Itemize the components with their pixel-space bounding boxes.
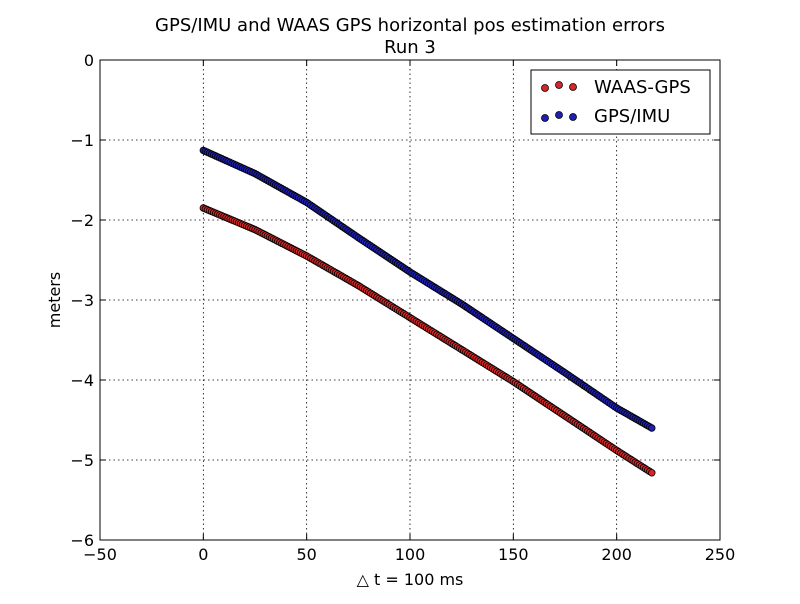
legend-label-gps-imu: GPS/IMU bbox=[594, 106, 670, 127]
legend-marker-waas-gps bbox=[541, 84, 549, 92]
y-tick-label: −1 bbox=[70, 131, 94, 150]
legend-marker-gps-imu bbox=[569, 113, 577, 121]
y-tick-label: 0 bbox=[84, 51, 94, 70]
legend-marker-gps-imu bbox=[541, 114, 549, 122]
y-tick-label: −6 bbox=[70, 531, 94, 550]
x-tick-label: 250 bbox=[705, 545, 736, 564]
grid bbox=[100, 60, 720, 540]
y-tick-label: −3 bbox=[70, 291, 94, 310]
y-tick-label: −5 bbox=[70, 451, 94, 470]
x-tick-label: 150 bbox=[498, 545, 529, 564]
legend-marker-gps-imu bbox=[555, 111, 563, 119]
x-tick-label: 50 bbox=[296, 545, 316, 564]
legend: WAAS-GPS GPS/IMU bbox=[530, 69, 711, 135]
data-point-gps-imu bbox=[648, 424, 656, 432]
chart-title: GPS/IMU and WAAS GPS horizontal pos esti… bbox=[155, 15, 665, 36]
data-points bbox=[199, 146, 656, 477]
x-tick-label: 200 bbox=[601, 545, 632, 564]
legend-label-waas-gps: WAAS-GPS bbox=[594, 77, 691, 98]
axis-ticks: −50 0 50 100 150 200 250 0 −1 −2 −3 −4 −5 −6 bbox=[70, 51, 735, 564]
series-waas-gps bbox=[199, 204, 656, 477]
legend-marker-waas-gps bbox=[555, 81, 563, 89]
x-axis-label: △ t = 100 ms bbox=[357, 570, 464, 589]
legend-marker-waas-gps bbox=[569, 83, 577, 91]
y-tick-label: −4 bbox=[70, 371, 94, 390]
series-gps-imu bbox=[199, 146, 656, 432]
x-tick-label: 0 bbox=[198, 545, 208, 564]
legend-box bbox=[530, 69, 711, 135]
legend-markers bbox=[541, 81, 577, 122]
x-tick-label: 100 bbox=[395, 545, 426, 564]
x-tick-label: −50 bbox=[83, 545, 117, 564]
chart-subtitle: Run 3 bbox=[384, 37, 436, 58]
y-tick-label: −2 bbox=[70, 211, 94, 230]
y-axis-label: meters bbox=[45, 272, 64, 328]
data-point-waas-gps bbox=[648, 469, 656, 477]
